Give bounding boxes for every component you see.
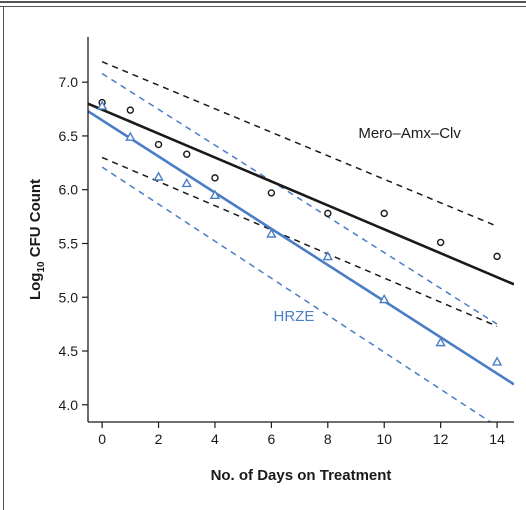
circle-marker [436,238,445,247]
y-tick-label: 4.5 [59,343,79,359]
x-axis-ticks: 0 2 4 6 8 10 12 14 [98,422,505,447]
y-axis-label-base: Log [27,273,44,301]
axes: 0 2 4 6 8 10 12 14 4.0 4.5 5.0 5.5 6.0 6.5 7.0 [59,37,514,447]
x-tick-label: 14 [489,431,505,447]
x-tick-label: 8 [324,431,332,447]
triangle-marker [379,293,390,304]
triangle-marker [96,100,108,110]
series-label: Mero–Amx–Clv [358,125,461,142]
triangle-marker [491,356,503,366]
top-rule [0,1,526,3]
triangle-marker [181,177,192,188]
triangle-marker [266,228,277,238]
y-axis-ticks: 4.0 4.5 5.0 5.5 6.0 6.5 7.0 [59,74,88,413]
x-axis-label: No. of Days on Treatment [211,467,392,484]
y-axis-label-rest: CFU Count [27,179,44,261]
circle-marker [126,106,135,114]
ci-upper-line-0 [101,61,498,227]
circle-marker [324,209,332,218]
y-axis-label: Log10 CFU Count [27,179,47,300]
triangle-marker [209,189,221,199]
circle-marker [211,174,219,182]
y-tick-label: 5.5 [59,235,79,251]
left-rule [3,7,4,510]
triangle-marker [125,131,136,141]
circle-marker [183,150,191,158]
x-tick-label: 6 [267,431,275,447]
x-tick-label: 4 [211,431,219,447]
ci-lower-line-1 [101,166,492,422]
triangle-marker [153,171,164,181]
y-tick-label: 5.0 [59,289,79,305]
y-tick-label: 7.0 [59,74,79,90]
y-tick-label: 4.0 [59,397,79,413]
x-tick-label: 2 [155,431,163,447]
circle-marker [380,209,388,218]
x-tick-label: 10 [376,431,392,447]
confidence-bands [101,61,498,422]
triangle-marker [435,336,446,347]
circle-marker [493,252,501,261]
ci-lower-line-0 [101,156,498,327]
ci-upper-line-1 [101,72,498,325]
top-rule-thin [0,6,526,7]
circle-marker [267,189,276,197]
circle-marker [154,140,163,149]
x-tick-label: 12 [433,431,449,447]
data-points [96,98,503,366]
regression-lines [88,102,514,386]
fit-line-1 [88,110,514,386]
y-tick-label: 6.0 [59,182,79,198]
fit-line-0 [88,102,514,286]
triangle-marker [322,250,333,261]
y-tick-label: 6.5 [59,128,79,144]
series-labels: Mero–Amx–Clv HRZE [274,125,462,325]
x-tick-label: 0 [98,431,106,447]
y-axis-label-subscript: 10 [36,261,47,273]
series-label: HRZE [274,308,315,325]
